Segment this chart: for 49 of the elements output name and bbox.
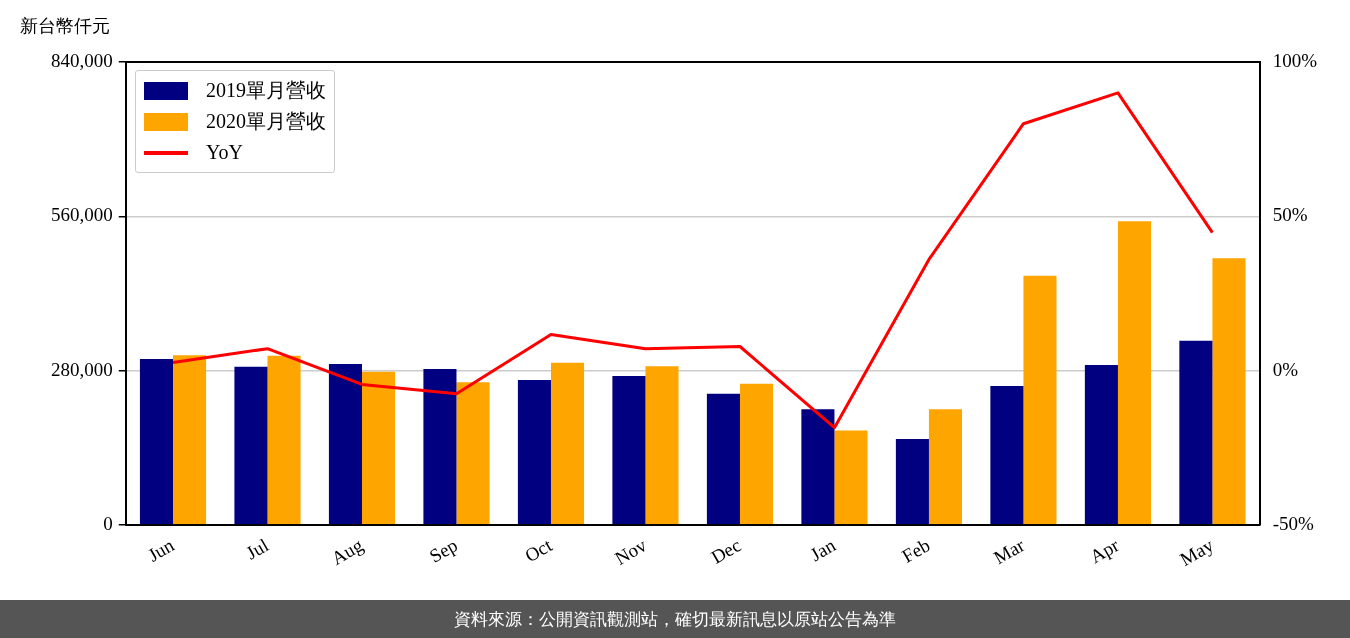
y-tick-label: 280,000	[51, 358, 113, 380]
y2-tick-label: 0%	[1272, 358, 1299, 380]
bar	[517, 379, 551, 525]
bar	[423, 368, 457, 525]
x-tick-label: Mar	[990, 533, 1029, 569]
source-note: 資料來源：公開資訊觀測站，確切最新訊息以原站公告為準	[0, 600, 1350, 638]
bar	[1212, 258, 1246, 525]
bar	[645, 366, 679, 525]
bar	[267, 355, 301, 525]
bar	[173, 355, 207, 525]
x-tick-label: Sep	[425, 534, 461, 567]
bar	[1084, 365, 1118, 525]
x-tick-label: Apr	[1086, 533, 1124, 568]
y-tick-label: 0	[103, 512, 113, 534]
bar	[234, 366, 268, 525]
bar	[1117, 221, 1152, 525]
bar	[706, 393, 740, 525]
bar	[801, 409, 835, 525]
legend-label: 2019單月營收	[206, 78, 326, 103]
y-tick-label: 840,000	[51, 49, 113, 71]
x-tick-label: Dec	[707, 534, 745, 568]
bar	[361, 371, 396, 525]
x-tick-label: Oct	[521, 533, 557, 567]
bar	[139, 358, 173, 525]
bar	[612, 376, 646, 525]
bar	[990, 385, 1024, 525]
x-tick-label: May	[1176, 534, 1218, 570]
x-tick-label: Aug	[327, 534, 367, 569]
bar	[550, 362, 585, 525]
bar	[1179, 340, 1213, 525]
bar	[928, 409, 963, 525]
x-tick-label: Feb	[898, 534, 934, 567]
legend-label: YoY	[206, 141, 243, 164]
bar	[739, 383, 774, 525]
legend-label: 2020單月營收	[206, 109, 326, 134]
y2-tick-label: -50%	[1272, 512, 1314, 534]
x-tick-label: Jul	[242, 534, 272, 564]
bar	[328, 363, 362, 525]
y-axis-title: 新台幣仟元	[20, 14, 110, 38]
y-tick-label: 560,000	[51, 204, 113, 226]
bar	[895, 438, 929, 525]
y2-tick-label: 100%	[1272, 49, 1318, 71]
bar	[834, 430, 868, 525]
x-tick-label: Jan	[806, 534, 840, 566]
bar	[456, 382, 490, 525]
bar	[1023, 275, 1057, 525]
x-tick-label: Jun	[144, 534, 178, 566]
x-tick-label: Nov	[611, 534, 651, 569]
y2-tick-label: 50%	[1272, 204, 1308, 226]
